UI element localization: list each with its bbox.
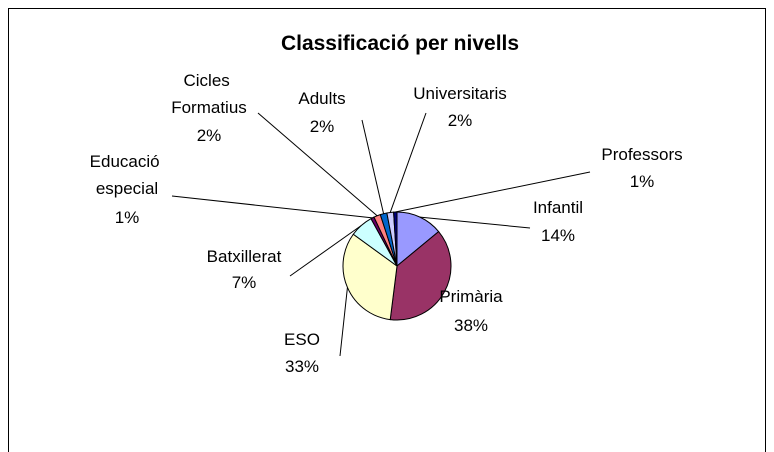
slice-value-label: 2% bbox=[197, 126, 222, 145]
slice-label-line: Cicles bbox=[183, 71, 234, 90]
chart-title: Classificació per nivells bbox=[281, 32, 519, 55]
slice-label: ESO bbox=[284, 330, 320, 349]
leader-line bbox=[389, 112, 427, 213]
slice-label: Professors bbox=[601, 145, 682, 164]
slice-label: Educació especial bbox=[90, 152, 165, 198]
pie-slice bbox=[389, 230, 452, 321]
slice-value-label: 33% bbox=[285, 357, 319, 376]
slice-value-label: 14% bbox=[541, 226, 575, 245]
slice-label: Universitaris bbox=[413, 84, 507, 103]
slice-label-line: especial bbox=[96, 179, 158, 198]
slice-value-label: 38% bbox=[454, 316, 488, 335]
leader-line bbox=[361, 119, 385, 214]
slice-label: Batxillerat bbox=[207, 247, 282, 266]
leader-line bbox=[289, 225, 362, 277]
slice-value-label: 1% bbox=[630, 172, 655, 191]
slice-label-line: Educació bbox=[90, 152, 165, 171]
slice-label: Cicles Formatius bbox=[171, 71, 247, 117]
slice-label: Adults bbox=[298, 89, 345, 108]
leader-line bbox=[395, 171, 591, 213]
leader-line bbox=[257, 112, 378, 217]
leader-line bbox=[339, 287, 348, 357]
leader-line bbox=[419, 216, 531, 229]
slice-value-label: 1% bbox=[115, 208, 140, 227]
slice-value-label: 2% bbox=[448, 111, 473, 130]
slice-label: Primària bbox=[439, 287, 503, 306]
slice-label-line: Formatius bbox=[171, 98, 247, 117]
slice-value-label: 7% bbox=[232, 273, 257, 292]
leader-line bbox=[171, 195, 373, 219]
pie-slice bbox=[342, 233, 398, 321]
slice-label: Infantil bbox=[533, 198, 583, 217]
slice-value-label: 2% bbox=[310, 117, 335, 136]
